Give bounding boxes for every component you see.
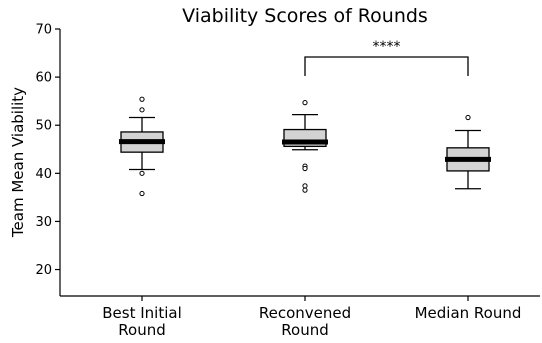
- y-axis-label: Team Mean Viability: [9, 87, 27, 238]
- y-tick-label: 20: [35, 263, 52, 278]
- outlier-point: [302, 100, 308, 106]
- significance-bracket: [304, 56, 469, 76]
- outlier-point: [302, 187, 308, 193]
- significance-label: ****: [373, 39, 401, 55]
- outlier-point: [302, 165, 308, 172]
- outlier-point: [139, 107, 145, 113]
- x-tick-label: Round: [118, 321, 165, 339]
- outlier-point: [302, 183, 308, 189]
- x-tick-label: Reconvened: [259, 304, 351, 322]
- outlier-point: [465, 114, 471, 121]
- outlier-point: [139, 96, 145, 102]
- outlier-point: [139, 170, 145, 176]
- x-tick-label: Round: [281, 321, 328, 339]
- x-tick-label: Median Round: [415, 304, 522, 322]
- x-tick-label: Best Initial: [102, 304, 182, 322]
- y-tick-label: 70: [35, 23, 52, 38]
- y-tick-label: 60: [35, 71, 52, 86]
- y-tick-label: 30: [35, 215, 52, 230]
- outlier-point: [139, 190, 145, 197]
- y-tick-label: 40: [35, 167, 52, 182]
- chart-title: Viability Scores of Rounds: [182, 5, 428, 27]
- y-tick-label: 50: [35, 119, 52, 134]
